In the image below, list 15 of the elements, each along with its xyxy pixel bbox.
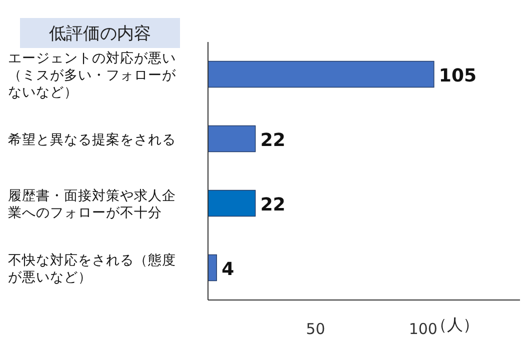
data-label: 22 [260,130,286,151]
bar [208,125,256,152]
data-label: 22 [260,194,286,216]
bar [208,254,217,282]
x-tick-label: 100 [408,320,438,338]
chart-title: 低評価の内容 [49,24,151,44]
y-tick-label: 履歴書・面接対策や求人企業へのフォローが不十分 [8,188,176,221]
bar [208,60,434,88]
data-label: 105 [438,65,477,86]
y-tick-label: 希望と異なる提案をされる [8,130,176,148]
data-label: 4 [222,258,234,280]
y-tick-label: 不快な対応をされる（態度が悪いなど） [8,252,176,286]
y-tick-label: エージェントの対応が悪い（ミスが多い・フォローがないなど） [8,50,177,100]
bar [208,190,256,217]
x-tick-label: 50 [306,320,326,338]
